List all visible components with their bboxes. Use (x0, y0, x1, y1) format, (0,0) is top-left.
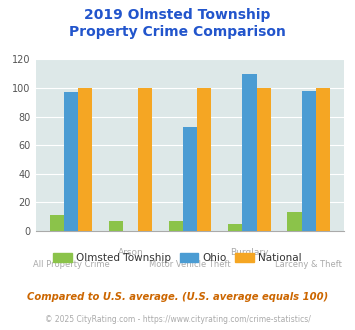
Bar (109, 221, 123, 231)
Text: Larceny & Theft: Larceny & Theft (275, 260, 342, 269)
Bar (316, 88, 330, 231)
Bar (228, 224, 242, 231)
Text: Burglary: Burglary (230, 248, 269, 257)
Bar (64, 92, 78, 231)
Bar (183, 127, 197, 231)
Bar (288, 213, 302, 231)
Text: All Property Crime: All Property Crime (33, 260, 109, 269)
Text: © 2025 CityRating.com - https://www.cityrating.com/crime-statistics/: © 2025 CityRating.com - https://www.city… (45, 315, 310, 324)
Text: Arson: Arson (118, 248, 143, 257)
Bar (78, 88, 92, 231)
Bar (197, 88, 211, 231)
Text: Compared to U.S. average. (U.S. average equals 100): Compared to U.S. average. (U.S. average … (27, 292, 328, 302)
Bar (138, 88, 152, 231)
Bar (302, 91, 316, 231)
Bar (50, 215, 64, 231)
Legend: Olmsted Township, Ohio, National: Olmsted Township, Ohio, National (49, 249, 306, 267)
Text: Motor Vehicle Theft: Motor Vehicle Theft (149, 260, 231, 269)
Bar (242, 74, 257, 231)
Bar (257, 88, 271, 231)
Bar (169, 221, 183, 231)
Text: 2019 Olmsted Township: 2019 Olmsted Township (84, 8, 271, 22)
Text: Property Crime Comparison: Property Crime Comparison (69, 25, 286, 39)
